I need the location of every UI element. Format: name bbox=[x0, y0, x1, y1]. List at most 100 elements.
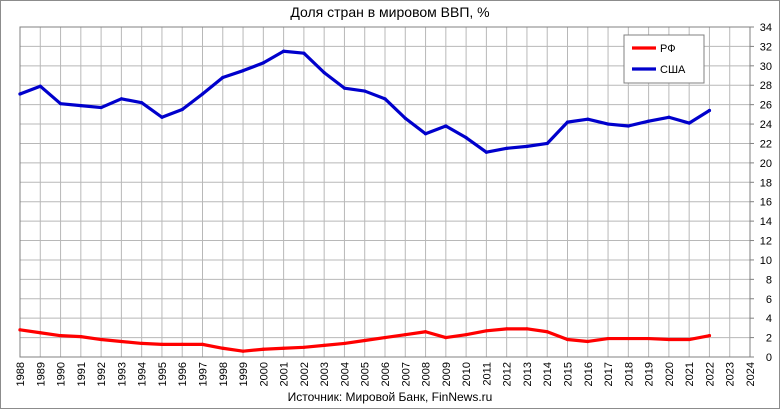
data-point bbox=[140, 101, 144, 105]
y-tick-label: 32 bbox=[760, 41, 772, 53]
x-tick-label: 1993 bbox=[116, 362, 128, 386]
data-point bbox=[626, 336, 630, 341]
data-point bbox=[38, 331, 42, 335]
data-point bbox=[38, 84, 42, 88]
x-tick-label: 2002 bbox=[299, 362, 311, 386]
y-tick-label: 28 bbox=[760, 80, 772, 92]
data-point bbox=[707, 108, 712, 113]
data-point bbox=[119, 97, 123, 101]
data-point bbox=[282, 49, 286, 53]
data-point bbox=[322, 343, 326, 347]
x-tick-label: 2014 bbox=[542, 362, 554, 386]
data-point bbox=[687, 337, 691, 342]
x-tick-label: 2012 bbox=[502, 362, 514, 386]
data-point bbox=[342, 86, 347, 90]
x-tick-label: 2020 bbox=[664, 362, 676, 386]
y-tick-label: 6 bbox=[766, 294, 772, 306]
plot-area bbox=[19, 26, 751, 358]
y-tick-label: 4 bbox=[766, 313, 772, 325]
chart-source: Источник: Мировой Банк, FinNews.ru bbox=[287, 390, 493, 404]
x-tick-label: 1992 bbox=[96, 362, 108, 386]
data-point bbox=[687, 121, 691, 125]
y-tick-label: 12 bbox=[760, 236, 772, 248]
x-tick-label: 2023 bbox=[725, 362, 737, 386]
data-point bbox=[99, 105, 103, 110]
data-point bbox=[647, 119, 651, 123]
data-point bbox=[586, 117, 590, 121]
data-point bbox=[79, 335, 83, 339]
x-tick-label: 2010 bbox=[461, 362, 473, 386]
x-tick-label: 2004 bbox=[339, 362, 351, 386]
data-point bbox=[200, 92, 205, 96]
data-point bbox=[322, 71, 326, 75]
x-tick-label: 2017 bbox=[603, 362, 615, 386]
data-point bbox=[180, 342, 184, 346]
data-point bbox=[282, 346, 286, 350]
data-point bbox=[667, 337, 671, 342]
x-tick-label: 2007 bbox=[400, 362, 412, 386]
y-tick-label: 10 bbox=[760, 255, 772, 267]
data-point bbox=[626, 124, 630, 128]
axes: 1988 1989 1990 1991 1992 1993 1994 1995 1996 1997… bbox=[15, 22, 772, 386]
chart-title: Доля стран в мировом ВВП, % bbox=[290, 4, 490, 20]
data-point bbox=[403, 116, 407, 120]
data-point bbox=[140, 341, 144, 346]
data-point bbox=[342, 341, 347, 346]
data-point bbox=[403, 333, 407, 337]
y-tick-label: 0 bbox=[766, 352, 772, 364]
data-point bbox=[99, 337, 103, 342]
data-point bbox=[221, 75, 225, 80]
data-point bbox=[261, 347, 265, 351]
series bbox=[18, 49, 712, 353]
data-point bbox=[363, 89, 367, 93]
data-point bbox=[505, 327, 509, 331]
data-point bbox=[586, 339, 590, 344]
x-tick-label: 2024 bbox=[745, 362, 757, 386]
data-point bbox=[58, 334, 63, 338]
data-point bbox=[545, 141, 549, 146]
data-point bbox=[606, 122, 610, 126]
data-point bbox=[160, 342, 164, 346]
data-point bbox=[484, 150, 488, 154]
x-tick-label: 1997 bbox=[198, 362, 210, 386]
data-point bbox=[423, 132, 428, 136]
data-point bbox=[647, 336, 651, 341]
x-tick-label: 2003 bbox=[319, 362, 331, 386]
y-tick-label: 34 bbox=[760, 22, 772, 34]
y-tick-label: 20 bbox=[760, 158, 772, 170]
data-point bbox=[383, 97, 387, 101]
y-tick-label: 30 bbox=[760, 61, 772, 73]
x-tick-label: 2006 bbox=[380, 362, 392, 386]
x-tick-label: 1990 bbox=[56, 362, 68, 386]
x-tick-label: 1989 bbox=[35, 362, 47, 386]
x-tick-label: 1988 bbox=[15, 362, 27, 386]
y-tick-label: 16 bbox=[760, 197, 772, 209]
legend-label: США bbox=[660, 64, 686, 76]
data-point bbox=[464, 333, 468, 337]
data-point bbox=[302, 51, 306, 55]
data-point bbox=[58, 102, 63, 106]
x-tick-label: 2015 bbox=[563, 362, 575, 386]
data-point bbox=[79, 104, 83, 108]
y-tick-label: 18 bbox=[760, 177, 772, 189]
data-point bbox=[444, 335, 448, 340]
y-tick-label: 24 bbox=[760, 119, 772, 131]
y-tick-label: 22 bbox=[760, 138, 772, 150]
x-tick-label: 1994 bbox=[137, 362, 149, 386]
data-point bbox=[302, 345, 306, 349]
data-point bbox=[18, 92, 22, 96]
data-point bbox=[525, 144, 529, 148]
data-point bbox=[221, 346, 225, 350]
x-tick-label: 2019 bbox=[644, 362, 656, 386]
data-point bbox=[464, 136, 468, 140]
data-point bbox=[261, 61, 265, 65]
data-point bbox=[707, 334, 712, 338]
x-tick-label: 1996 bbox=[177, 362, 189, 386]
data-point bbox=[565, 120, 570, 124]
x-tick-label: 2016 bbox=[583, 362, 595, 386]
data-point bbox=[160, 115, 164, 119]
x-tick-label: 2005 bbox=[360, 362, 372, 386]
y-tick-label: 26 bbox=[760, 100, 772, 112]
data-point bbox=[525, 327, 529, 331]
